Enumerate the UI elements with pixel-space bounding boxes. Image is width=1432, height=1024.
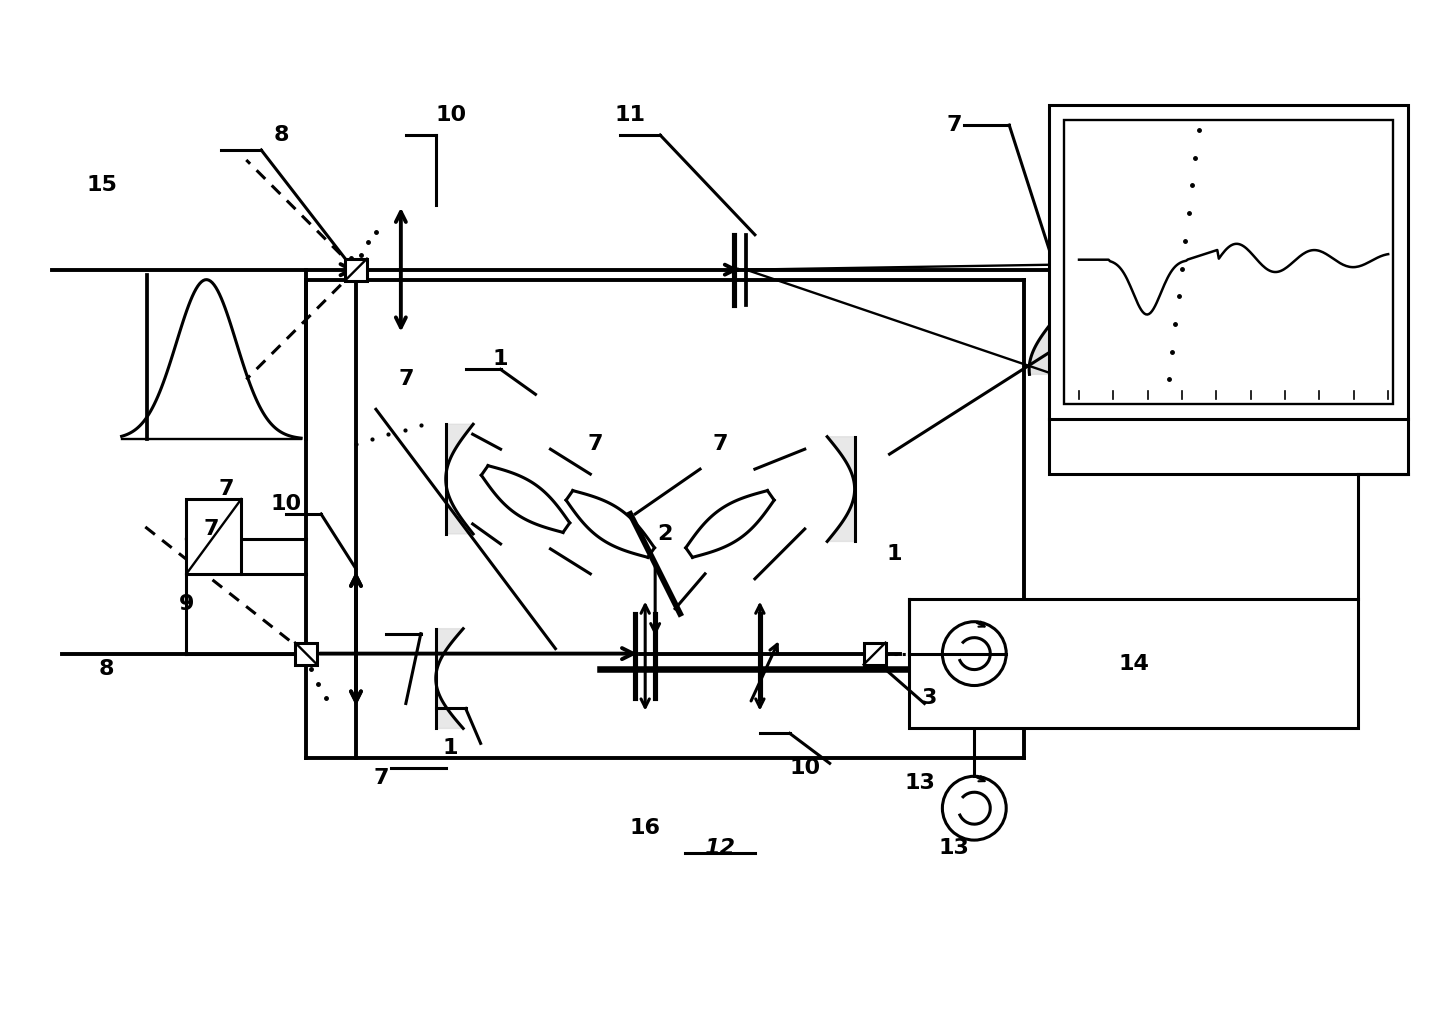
Polygon shape [828,436,855,542]
Text: 2: 2 [657,524,673,544]
Polygon shape [435,629,463,728]
Bar [295,643,316,665]
Bar [1064,120,1393,404]
Text: 7: 7 [219,479,233,499]
Text: 13: 13 [904,773,935,794]
Polygon shape [445,424,473,534]
Bar [863,643,885,665]
Text: 7: 7 [587,434,603,455]
Text: 10: 10 [271,494,302,514]
Text: 7: 7 [203,519,219,539]
Text: 1: 1 [886,544,902,564]
Text: 13: 13 [939,838,969,858]
Text: 11: 11 [614,105,646,125]
Text: 1: 1 [442,738,458,759]
Text: 8: 8 [99,658,115,679]
Text: 9: 9 [179,594,195,613]
Text: 10: 10 [789,759,821,778]
Text: 10: 10 [435,105,467,125]
Bar [186,499,241,573]
Text: 3: 3 [922,688,937,709]
Text: 1: 1 [493,349,508,370]
Bar [1050,105,1408,474]
Bar [909,599,1359,728]
Text: 7: 7 [947,115,962,135]
Text: 14: 14 [1118,653,1150,674]
Text: 7: 7 [712,434,727,455]
Text: 12: 12 [705,838,736,858]
Polygon shape [1030,264,1078,375]
Text: 15: 15 [86,175,117,195]
Text: 7: 7 [374,768,388,788]
Text: 7: 7 [398,370,414,389]
Bar [345,259,367,281]
Text: 8: 8 [274,125,289,145]
Text: 16: 16 [630,818,660,838]
